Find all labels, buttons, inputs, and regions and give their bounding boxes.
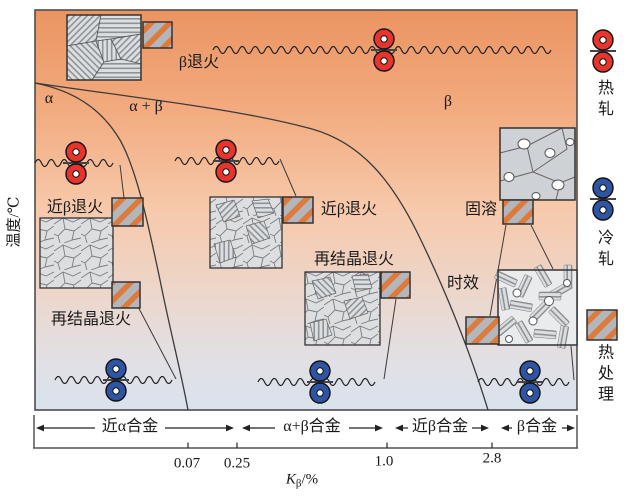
legend-heat-treat-icon xyxy=(586,309,618,341)
heat-treat-square-near-beta-mid xyxy=(282,196,314,224)
x-tick-0-07: 0.07 xyxy=(173,455,201,472)
x-tick-1-0: 1.0 xyxy=(374,453,394,470)
x-axis-symbol: K xyxy=(285,471,296,488)
micrograph-aged-basketweave xyxy=(494,264,578,349)
label-near-beta-anneal-mid: 近β退火 xyxy=(320,201,378,218)
hot-roller-icon-left xyxy=(63,141,89,185)
x-axis-ticks xyxy=(187,442,493,448)
label-beta-anneal: β退火 xyxy=(178,54,220,71)
alloy-class-alpha-beta: α+β合金 xyxy=(283,418,341,435)
micrograph-mixed-right xyxy=(304,271,381,346)
label-aging: 时效 xyxy=(446,275,480,292)
x-tick-0-25: 0.25 xyxy=(223,455,251,472)
cold-roller-icon-mid xyxy=(307,360,333,404)
heat-treat-square-aging xyxy=(465,316,500,345)
legend-heat-treat-label: 热处理 xyxy=(595,343,612,407)
micrograph-beta-annealed xyxy=(66,14,142,81)
legend-hot-roll-label: 热轧 xyxy=(595,79,612,121)
x-axis-unit: /% xyxy=(301,471,319,488)
x-tick-2-8: 2.8 xyxy=(482,450,502,467)
x-axis-label: Kβ/% xyxy=(285,471,319,490)
phase-label-beta: β xyxy=(443,93,453,110)
arrowheads xyxy=(36,424,575,432)
heat-treatment-squares xyxy=(111,21,618,345)
micrograph-solution-treated xyxy=(499,127,576,201)
phase-label-alpha-beta: α + β xyxy=(129,98,163,115)
heat-treat-square-recryst-left xyxy=(111,281,141,309)
label-near-beta-anneal-left: 近β退火 xyxy=(46,199,104,216)
alloy-class-axis xyxy=(33,415,578,449)
heat-treat-square-recryst-right xyxy=(380,271,411,299)
leader-near-beta-mid xyxy=(279,158,297,197)
hot-roller-icon-top xyxy=(371,28,397,72)
heat-treat-square-beta-anneal xyxy=(142,21,173,49)
alloy-class-beta: β合金 xyxy=(516,418,558,435)
legend-hot-roll-icon xyxy=(590,29,616,73)
alloy-class-near-beta: 近β合金 xyxy=(411,418,469,435)
label-recryst-anneal-left: 再结晶退火 xyxy=(50,311,132,328)
hot-roller-icon-mid xyxy=(213,139,239,183)
leader-solution-to-micro xyxy=(530,224,554,270)
legend-cold-roll-label: 冷轧 xyxy=(595,229,612,271)
cold-roller-icon-left xyxy=(103,358,129,402)
leader-lines xyxy=(119,158,575,381)
legend-cold-roll-icon xyxy=(590,177,616,221)
label-recryst-anneal-right: 再结晶退火 xyxy=(313,251,395,268)
x-axis-subscript: β xyxy=(295,477,302,490)
y-axis-label: 温度/℃ xyxy=(6,196,23,248)
label-solution-treat: 固溶 xyxy=(464,201,498,218)
heat-treat-square-near-beta-left xyxy=(111,197,144,227)
heat-treat-square-solution xyxy=(502,199,534,225)
alloy-class-near-alpha: 近α合金 xyxy=(101,418,159,435)
phase-label-alpha: α xyxy=(44,90,54,107)
micrograph-equiaxed-left xyxy=(39,217,114,289)
leader-aged-to-wavy xyxy=(570,345,575,381)
micrograph-mixed-mid xyxy=(209,196,283,269)
leader-recryst-left xyxy=(133,298,177,380)
leader-recryst-right xyxy=(383,298,397,380)
cold-roller-icon-right xyxy=(517,360,543,404)
leader-near-beta-left xyxy=(119,164,125,199)
beta-transus-curve xyxy=(34,82,489,411)
